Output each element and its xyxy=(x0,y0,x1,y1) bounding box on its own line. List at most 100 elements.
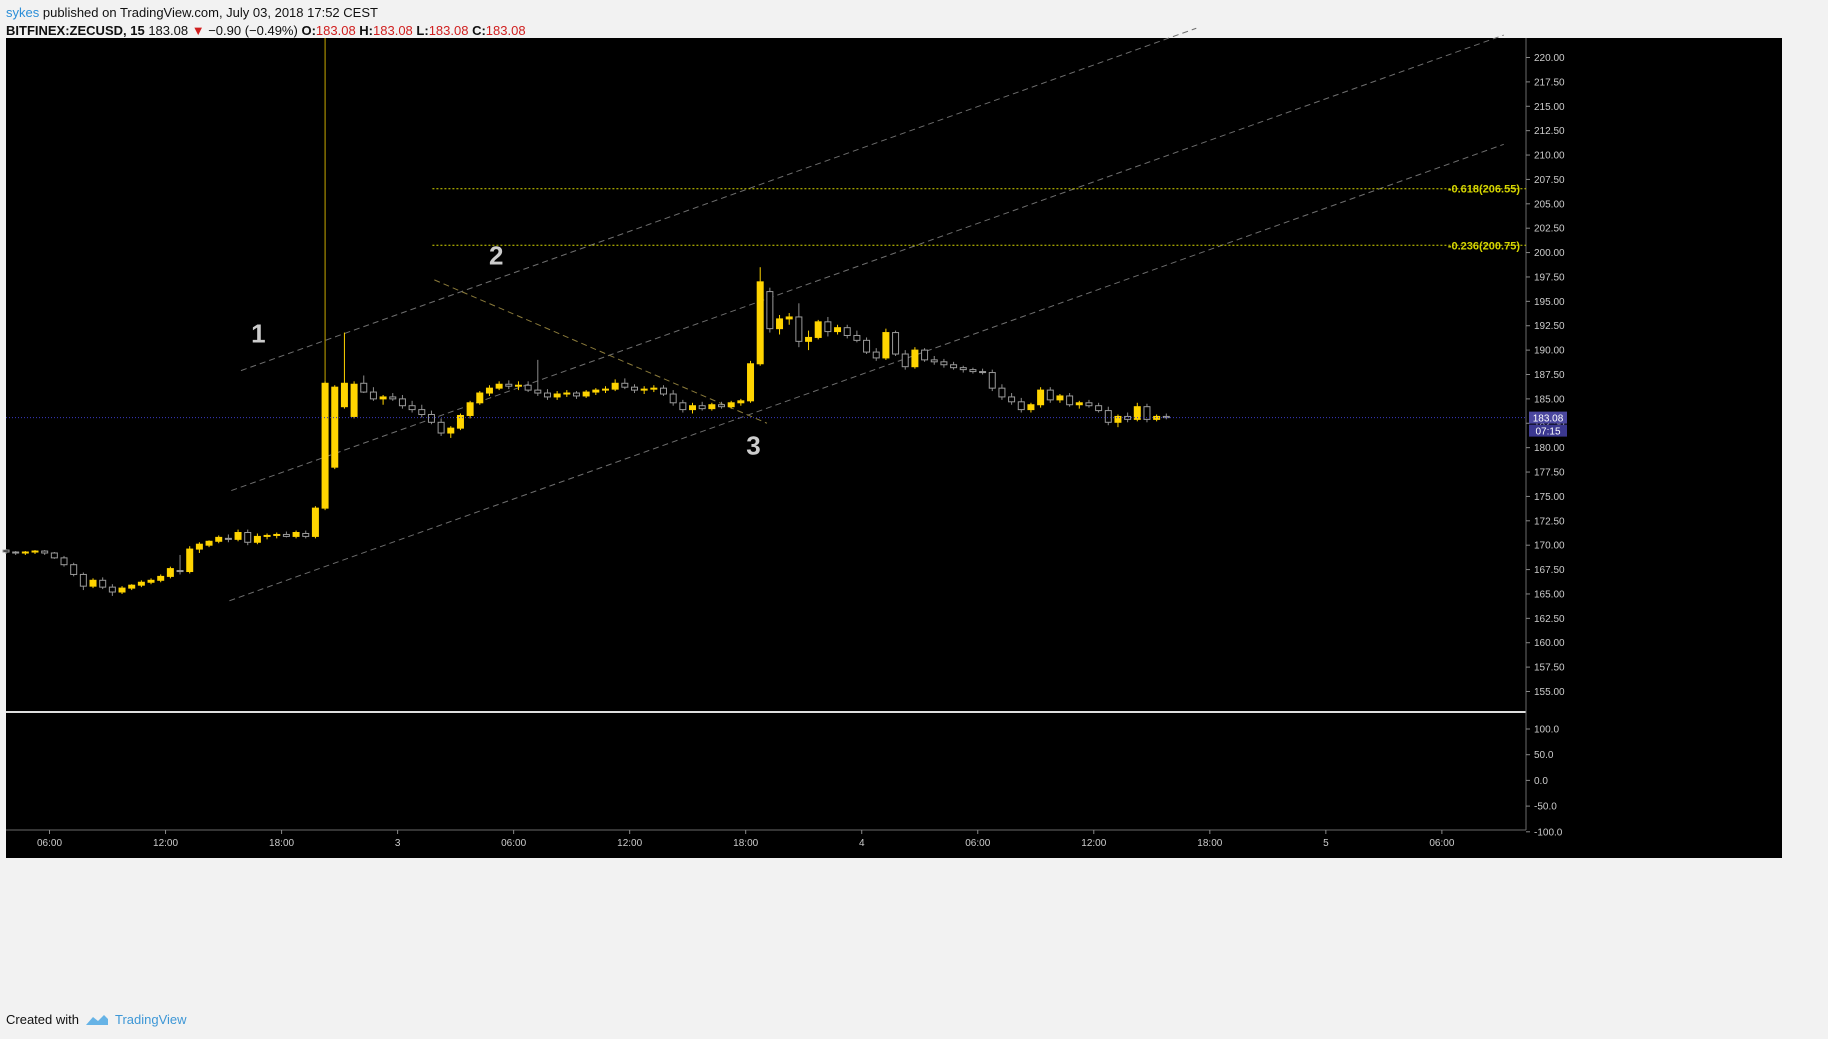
y-tick-label: 200.00 xyxy=(1534,248,1565,259)
candle-bull xyxy=(689,405,697,411)
candle-bear xyxy=(679,402,687,411)
y-tick-label: 162.50 xyxy=(1534,614,1565,625)
main-pane xyxy=(6,38,1526,711)
candle-bear xyxy=(872,351,880,359)
candle-bull xyxy=(708,404,716,410)
x-tick-label: 06:00 xyxy=(501,838,526,849)
close-label: C: xyxy=(472,23,486,38)
countdown-label: 07:15 xyxy=(1535,427,1560,438)
candle-bull xyxy=(128,584,136,589)
candle-bear xyxy=(824,321,832,333)
candle-bull xyxy=(785,316,793,320)
indicator-tick-label: 50.0 xyxy=(1534,750,1554,761)
candle-bear xyxy=(12,551,20,554)
tradingview-link[interactable]: TradingView xyxy=(85,1012,187,1027)
candlestick-chart[interactable]: 220.00 217.50 215.00 212.50 210.00 207.50 205.… xyxy=(0,0,1828,1005)
candle-bull xyxy=(1114,415,1122,423)
publish-line: sykes published on TradingView.com, July… xyxy=(6,4,526,22)
indicator-tick-label: -100.0 xyxy=(1534,827,1563,838)
candle-bull xyxy=(1056,395,1064,401)
indicator-tick-label: -50.0 xyxy=(1534,802,1557,813)
candle-bull xyxy=(447,427,455,434)
candle-bull xyxy=(137,581,145,586)
y-tick-label: 220.00 xyxy=(1534,53,1565,64)
indicator-tick-label: 0.0 xyxy=(1534,776,1548,787)
y-tick-label: 197.50 xyxy=(1534,272,1565,283)
candle-bear xyxy=(282,533,290,537)
candle-bear xyxy=(427,413,435,423)
low-label: L: xyxy=(416,23,429,38)
candle-bear xyxy=(70,564,78,575)
candle-bear xyxy=(1124,415,1132,420)
candle-bull xyxy=(331,386,339,468)
candle-bull xyxy=(485,387,493,394)
candle-bear xyxy=(418,409,426,415)
candle-bear xyxy=(766,291,774,330)
candle-bear xyxy=(534,389,542,394)
candle-bull xyxy=(495,383,503,389)
y-tick-label: 175.00 xyxy=(1534,492,1565,503)
channel-line xyxy=(240,27,1197,372)
symbol-label[interactable]: BITFINEX:ZECUSD, 15 xyxy=(6,23,145,38)
wave-label: 3 xyxy=(746,430,760,460)
trend-line xyxy=(434,279,768,424)
candle-bear xyxy=(1085,402,1093,407)
candle-bull xyxy=(1075,402,1083,406)
candle-bull xyxy=(186,548,194,573)
candle-bear xyxy=(1066,395,1074,406)
chart-header: sykes published on TradingView.com, July… xyxy=(6,4,526,40)
x-tick-label: 18:00 xyxy=(733,838,758,849)
y-tick-label: 207.50 xyxy=(1534,175,1565,186)
y-tick-label: 185.00 xyxy=(1534,394,1565,405)
last-price: 183.08 xyxy=(148,23,189,38)
candle-bear xyxy=(41,550,49,554)
candle-bull xyxy=(166,568,174,577)
x-tick-label: 12:00 xyxy=(1081,838,1106,849)
candle-bull xyxy=(147,579,155,583)
candle-bull xyxy=(456,414,464,429)
candle-bear xyxy=(398,398,406,407)
down-arrow-icon: ▼ xyxy=(191,23,205,38)
candle-bear xyxy=(853,334,861,341)
candle-bear xyxy=(1008,396,1016,403)
candle-bull xyxy=(882,332,890,359)
created-with-text: Created with xyxy=(6,1012,79,1027)
candle-bear xyxy=(389,396,397,400)
y-tick-label: 215.00 xyxy=(1534,102,1565,113)
candle-bull xyxy=(205,540,213,546)
candle-bear xyxy=(99,579,107,588)
candle-bull xyxy=(737,400,745,404)
y-tick-label: 205.00 xyxy=(1534,199,1565,210)
y-tick-label: 167.50 xyxy=(1534,565,1565,576)
candle-bull xyxy=(776,318,784,330)
candle-bear xyxy=(621,382,629,388)
x-tick-label: 06:00 xyxy=(965,838,990,849)
candle-bear xyxy=(901,353,909,368)
candle-bear xyxy=(302,532,310,537)
candle-bear xyxy=(50,552,58,559)
candle-bull xyxy=(21,551,29,554)
candle-bear xyxy=(1162,415,1170,419)
low-value: 183.08 xyxy=(428,23,469,38)
open-label: O: xyxy=(301,23,316,38)
candle-bull xyxy=(611,382,619,390)
y-tick-label: 172.50 xyxy=(1534,516,1565,527)
author-link[interactable]: sykes xyxy=(6,5,40,20)
candle-bull xyxy=(273,533,281,536)
candle-bear xyxy=(224,537,232,540)
candle-bear xyxy=(1143,406,1151,420)
candle-bear xyxy=(969,369,977,373)
candle-bull xyxy=(601,388,609,391)
indicator-tick-label: 100.0 xyxy=(1534,725,1559,736)
y-tick-label: 192.50 xyxy=(1534,321,1565,332)
x-tick-label: 18:00 xyxy=(1197,838,1222,849)
candle-bear xyxy=(1095,405,1103,412)
x-tick-label: 06:00 xyxy=(1429,838,1454,849)
candle-bull xyxy=(234,532,242,540)
tradingview-logo-icon xyxy=(85,1014,108,1025)
candle-bear xyxy=(1017,401,1025,411)
y-tick-label: 160.00 xyxy=(1534,638,1565,649)
candle-bear xyxy=(244,532,252,543)
candle-bear xyxy=(718,404,726,408)
candle-bear xyxy=(795,316,803,342)
